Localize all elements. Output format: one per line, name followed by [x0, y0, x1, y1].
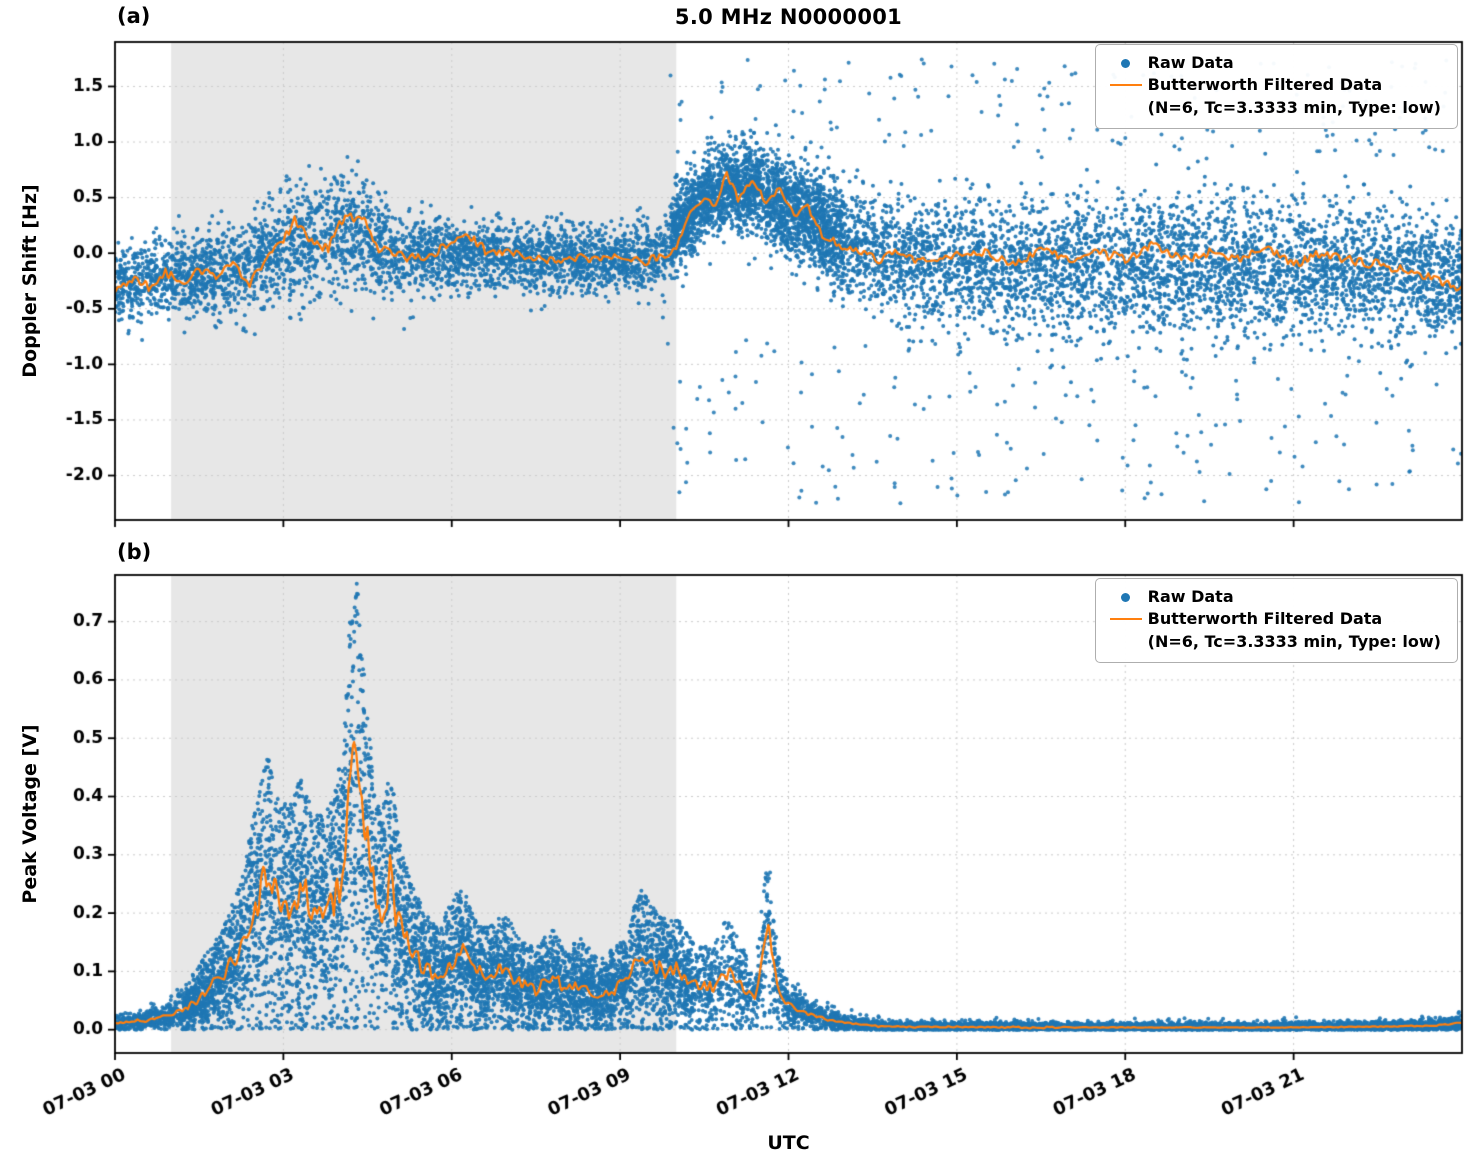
x-axis-label: UTC: [767, 1132, 810, 1154]
filtered-line-marker-icon: [1109, 618, 1142, 621]
panel-b-label: (b): [117, 540, 152, 564]
legend-filtered-params: (N=6, Tc=3.3333 min, Type: low): [1147, 97, 1441, 117]
legend-entry-filtered: Butterworth Filtered Data (N=6, Tc=3.333…: [1104, 608, 1441, 653]
figure-title: 5.0 MHz N0000001: [674, 5, 903, 29]
legend-filtered-label: Butterworth Filtered Data: [1147, 609, 1383, 629]
legend-raw-label: Raw Data: [1147, 53, 1234, 72]
legend-entry-raw: Raw Data: [1104, 52, 1441, 74]
panel-a-label: (a): [117, 4, 151, 28]
raw-data-marker-icon: [1121, 59, 1131, 68]
legend-raw-label: Raw Data: [1147, 587, 1234, 606]
legend-entry-filtered: Butterworth Filtered Data (N=6, Tc=3.333…: [1104, 74, 1441, 119]
legend-filtered-label: Butterworth Filtered Data: [1147, 75, 1383, 95]
y-axis-label-a: Doppler Shift [Hz]: [19, 184, 41, 378]
legend-filtered-params: (N=6, Tc=3.3333 min, Type: low): [1147, 631, 1441, 651]
legend-entry-raw: Raw Data: [1104, 586, 1441, 608]
legend-b: Raw Data Butterworth Filtered Data (N=6,…: [1094, 578, 1458, 664]
legend-a: Raw Data Butterworth Filtered Data (N=6,…: [1094, 44, 1458, 130]
raw-data-marker-icon: [1121, 593, 1131, 602]
filtered-line-marker-icon: [1109, 84, 1142, 87]
y-axis-label-b: Peak Voltage [V]: [19, 724, 41, 904]
